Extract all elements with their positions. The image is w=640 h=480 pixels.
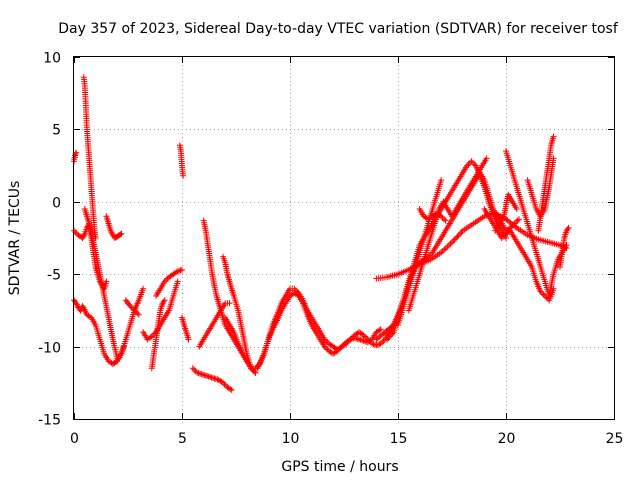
x-tick-labels: 0 5 10 15 20 25 (70, 431, 623, 447)
plot-frame (73, 56, 615, 420)
series-arc-27 (503, 148, 553, 299)
data-point-markers (71, 149, 80, 165)
data-point-markers (80, 74, 99, 241)
data-point-markers (546, 242, 570, 299)
data-point-markers (395, 177, 445, 328)
series-arc-28 (492, 191, 520, 234)
series-arc-24 (405, 155, 490, 314)
series-arc-1 (71, 149, 80, 165)
y-tick-labels: -15 -10 -5 0 5 10 (38, 51, 61, 429)
data-point-markers (492, 191, 520, 234)
data-point-markers (148, 297, 168, 372)
data-point-markers (535, 133, 557, 234)
data-point-markers (81, 206, 110, 292)
series-arc-7 (109, 285, 147, 367)
data-point-markers (153, 266, 185, 299)
data-point-markers (220, 253, 259, 376)
x-tick-label: 0 (70, 431, 79, 447)
data-point-markers (189, 365, 235, 393)
data-point-markers (254, 290, 401, 372)
data-point-markers (416, 206, 449, 224)
series-arc-16 (196, 300, 233, 350)
x-tick-label: 15 (390, 431, 408, 447)
y-tick-label: -5 (47, 268, 61, 284)
series-arc-25 (416, 206, 449, 224)
series-arc-8 (122, 297, 142, 318)
data-point-markers (176, 142, 187, 179)
data-point-markers (196, 300, 233, 350)
data-point-markers (179, 314, 192, 343)
series-arc-19 (254, 290, 401, 372)
series-arc-18 (222, 285, 384, 372)
data-point-markers (405, 155, 490, 314)
data-point-markers (71, 297, 121, 367)
y-tick-label: -15 (38, 413, 61, 429)
series-arc-14 (189, 365, 235, 393)
series-arc-12 (176, 142, 187, 179)
data-point-markers (122, 297, 142, 318)
series-arc-30 (535, 133, 557, 234)
series-arc-23 (395, 177, 445, 328)
series-arc-5 (81, 206, 110, 292)
x-tick-label: 25 (606, 431, 624, 447)
data-point-markers (481, 206, 557, 304)
data-point-markers (384, 169, 522, 343)
series-arc-11 (153, 266, 185, 299)
axis-ticks (74, 57, 615, 420)
series-arc-32 (557, 224, 572, 270)
y-axis-label: SDTVAR / TECUs (7, 181, 23, 296)
data-point-markers (222, 285, 384, 372)
series-arc-13 (179, 314, 192, 343)
y-tick-label: 5 (52, 123, 61, 139)
x-tick-label: 20 (498, 431, 516, 447)
series-arc-15 (200, 217, 259, 376)
series-arc-4 (80, 74, 99, 241)
series-arc-3 (71, 297, 121, 367)
series-arc-10 (148, 297, 168, 372)
series-arc-31 (546, 242, 570, 299)
x-tick-label: 10 (282, 431, 300, 447)
data-point-markers (109, 285, 147, 367)
chart-title: Day 357 of 2023, Sidereal Day-to-day VTE… (58, 21, 619, 37)
data-point-markers (557, 224, 572, 270)
data-point-markers (503, 148, 553, 299)
series-arc-26 (481, 206, 557, 304)
x-axis-label: GPS time / hours (281, 459, 398, 475)
series-arc-6 (103, 213, 125, 241)
series-arc-29 (524, 155, 557, 220)
x-tick-label: 5 (178, 431, 187, 447)
series-arc-17 (220, 253, 259, 376)
data-point-markers (200, 217, 259, 376)
series-arc-21 (384, 169, 522, 343)
data-point-markers (103, 213, 125, 241)
y-tick-label: 10 (43, 51, 61, 67)
data-point-markers (524, 155, 557, 220)
y-tick-label: 0 (52, 196, 61, 212)
y-tick-label: -10 (38, 341, 61, 357)
data-points (71, 74, 572, 393)
